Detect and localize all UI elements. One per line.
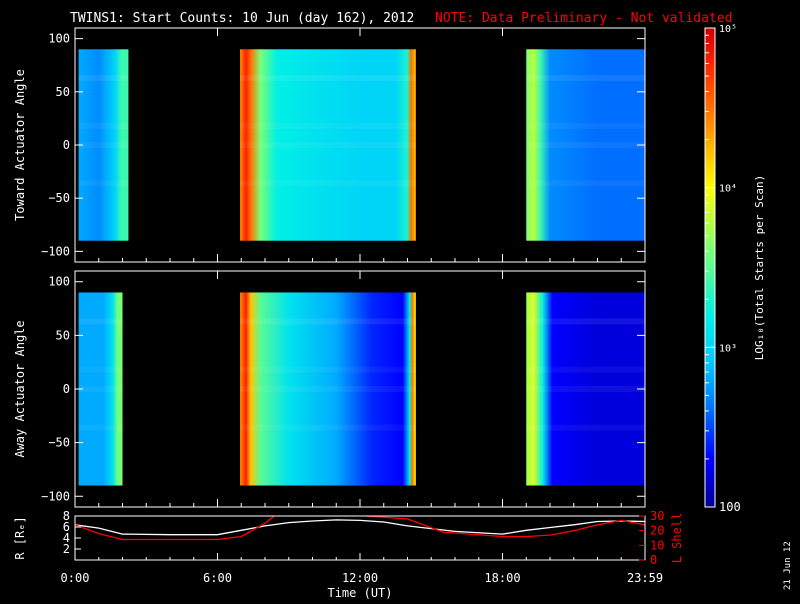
x-tick-label: 0:00: [61, 571, 90, 585]
chart-title: TWINS1: Start Counts: 10 Jun (day 162), …: [70, 11, 414, 26]
texture-band: [240, 74, 416, 81]
x-axis-label: Time (UT): [327, 586, 392, 600]
texture-band: [78, 74, 129, 81]
y-tick-label: −100: [41, 489, 70, 503]
y-left-tick-label: 4: [63, 531, 70, 545]
texture-band: [78, 386, 123, 392]
x-tick-label: 6:00: [203, 571, 232, 585]
y-tick-label: 0: [63, 382, 70, 396]
data-interval-2: [240, 292, 416, 486]
y-tick-label: 100: [48, 275, 70, 289]
y-left-tick-label: 6: [63, 520, 70, 534]
colorbar-tick-label: 10³: [719, 343, 737, 354]
note-text: NOTE: Data Preliminary - Not validated: [435, 11, 732, 26]
y-tick-label: 100: [48, 32, 70, 46]
y-right-axis-label: L Shell: [670, 513, 684, 564]
texture-band: [78, 424, 123, 431]
x-tick-label: 23:59: [627, 571, 663, 585]
texture-band: [526, 318, 645, 325]
data-interval-1: [78, 49, 129, 241]
y-tick-label: 50: [56, 328, 70, 342]
colorbar-tick-label: 10⁴: [719, 184, 737, 195]
texture-band: [526, 386, 645, 392]
texture-band: [240, 180, 416, 187]
heatmap-panel-1: −100 −50 0 50 100 Toward Actuator Angle: [13, 27, 646, 263]
texture-band: [526, 74, 645, 81]
y-right-tick-label: 30: [650, 509, 664, 523]
colorbar-tick-label: 10⁵: [719, 24, 737, 35]
y-tick-label: −50: [48, 191, 70, 205]
texture-band: [240, 122, 416, 129]
texture-band: [240, 386, 416, 392]
y-tick-label: −100: [41, 244, 70, 258]
data-interval-3: [526, 49, 645, 241]
y-left-axis-label: R [Rₑ]: [13, 516, 27, 559]
y-left-tick-label: 8: [63, 509, 70, 523]
y-axis-label: Toward Actuator Angle: [13, 69, 27, 221]
data-interval-2: [240, 49, 416, 241]
texture-band: [78, 122, 129, 129]
texture-band: [78, 180, 129, 187]
x-tick-label: 12:00: [342, 571, 378, 585]
y-left-tick-label: 2: [63, 542, 70, 556]
ephemeris-lines: [75, 516, 645, 541]
y-right-tick-label: 20: [650, 524, 664, 538]
heatmap-panel-2: −100 −50 0 50 100 Away Actuator Angle: [13, 270, 646, 508]
y-right-tick-label: 10: [650, 538, 664, 552]
data-interval-1: [78, 292, 123, 486]
texture-band: [526, 122, 645, 129]
texture-band: [240, 318, 416, 325]
texture-band: [526, 424, 645, 431]
colorbar-label: LOG₁₀(Total Starts per Scan): [753, 175, 766, 360]
x-tick-label: 18:00: [484, 571, 520, 585]
date-stamp: 21 Jun 12: [783, 541, 793, 590]
l-shell-series-line: [75, 516, 645, 541]
texture-band: [78, 142, 129, 148]
colorbar-tick-label: 100: [719, 500, 741, 514]
y-tick-label: 50: [56, 85, 70, 99]
texture-band: [526, 142, 645, 148]
colorbar: 100 10³ 10⁴ 10⁵ LOG₁₀(Total Starts per Scan): [704, 24, 766, 514]
colorbar-strip: [704, 27, 716, 508]
texture-band: [78, 318, 123, 325]
r-series-line: [75, 519, 645, 536]
texture-band: [240, 366, 416, 373]
y-tick-label: 0: [63, 138, 70, 152]
texture-band: [526, 366, 645, 373]
texture-band: [78, 366, 123, 373]
texture-band: [240, 142, 416, 148]
y-right-tick-label: 0: [650, 553, 657, 567]
texture-band: [240, 424, 416, 431]
texture-band: [526, 180, 645, 187]
y-axis-label: Away Actuator Angle: [13, 320, 27, 457]
data-interval-3: [526, 292, 645, 486]
y-tick-label: −50: [48, 436, 70, 450]
